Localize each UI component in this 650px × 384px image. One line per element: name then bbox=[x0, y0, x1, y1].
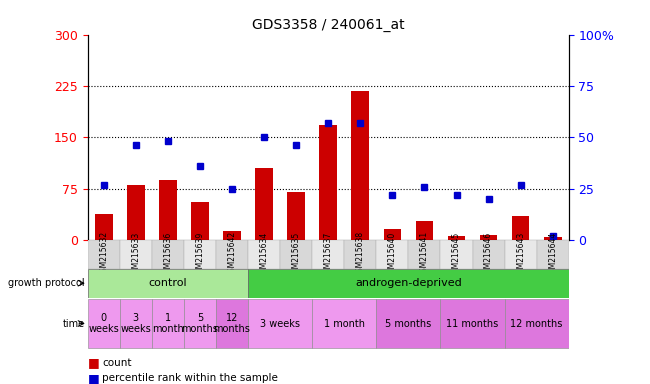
Bar bbox=[376, 299, 441, 348]
Bar bbox=[152, 299, 184, 348]
Text: GSM215640: GSM215640 bbox=[388, 231, 397, 278]
Text: control: control bbox=[149, 278, 187, 288]
Bar bbox=[376, 240, 408, 269]
Title: GDS3358 / 240061_at: GDS3358 / 240061_at bbox=[252, 18, 404, 32]
Bar bbox=[216, 240, 248, 269]
Bar bbox=[248, 269, 569, 298]
Bar bbox=[88, 240, 120, 269]
Text: GSM215635: GSM215635 bbox=[292, 231, 301, 278]
Bar bbox=[287, 192, 305, 240]
Bar bbox=[415, 221, 434, 240]
Bar bbox=[352, 91, 369, 240]
Bar bbox=[512, 216, 530, 240]
Bar bbox=[344, 240, 376, 269]
Bar bbox=[504, 299, 569, 348]
Text: 3
weeks: 3 weeks bbox=[120, 313, 151, 334]
Text: GSM215644: GSM215644 bbox=[548, 231, 557, 278]
Bar bbox=[448, 236, 465, 240]
Bar bbox=[319, 125, 337, 240]
Text: GSM215646: GSM215646 bbox=[484, 231, 493, 278]
Text: GSM215632: GSM215632 bbox=[99, 231, 109, 278]
Text: GSM215633: GSM215633 bbox=[131, 231, 140, 278]
Bar bbox=[312, 299, 376, 348]
Bar bbox=[120, 240, 152, 269]
Bar bbox=[441, 299, 504, 348]
Text: 12
months: 12 months bbox=[214, 313, 250, 334]
Bar bbox=[408, 240, 441, 269]
Text: GSM215634: GSM215634 bbox=[259, 231, 268, 278]
Text: GSM215645: GSM215645 bbox=[452, 231, 461, 278]
Bar bbox=[120, 299, 152, 348]
Bar bbox=[441, 240, 473, 269]
Text: growth protocol: growth protocol bbox=[8, 278, 84, 288]
Bar bbox=[504, 240, 537, 269]
Bar bbox=[255, 168, 273, 240]
Bar bbox=[248, 299, 312, 348]
Bar bbox=[280, 240, 312, 269]
Text: androgen-deprived: androgen-deprived bbox=[355, 278, 462, 288]
Bar bbox=[248, 240, 280, 269]
Bar bbox=[544, 237, 562, 240]
Bar bbox=[184, 299, 216, 348]
Text: GSM215636: GSM215636 bbox=[163, 231, 172, 278]
Text: 11 months: 11 months bbox=[447, 318, 499, 329]
Bar bbox=[216, 299, 248, 348]
Bar bbox=[473, 240, 504, 269]
Text: 5 months: 5 months bbox=[385, 318, 432, 329]
Text: count: count bbox=[102, 358, 131, 368]
Bar bbox=[159, 180, 177, 240]
Bar bbox=[152, 240, 184, 269]
Text: 0
weeks: 0 weeks bbox=[88, 313, 119, 334]
Bar bbox=[384, 229, 401, 240]
Text: 12 months: 12 months bbox=[510, 318, 563, 329]
Bar bbox=[312, 240, 344, 269]
Bar bbox=[88, 269, 248, 298]
Bar bbox=[127, 185, 145, 240]
Text: 1 month: 1 month bbox=[324, 318, 365, 329]
Text: ■: ■ bbox=[88, 372, 99, 384]
Text: GSM215641: GSM215641 bbox=[420, 231, 429, 278]
Text: GSM215638: GSM215638 bbox=[356, 231, 365, 278]
Text: time: time bbox=[62, 318, 84, 329]
Bar bbox=[191, 202, 209, 240]
Text: 5
months: 5 months bbox=[181, 313, 218, 334]
Bar bbox=[223, 231, 241, 240]
Text: GSM215637: GSM215637 bbox=[324, 231, 333, 278]
Bar bbox=[184, 240, 216, 269]
Text: GSM215642: GSM215642 bbox=[227, 231, 237, 278]
Text: 3 weeks: 3 weeks bbox=[260, 318, 300, 329]
Text: ■: ■ bbox=[88, 356, 99, 369]
Text: GSM215639: GSM215639 bbox=[196, 231, 205, 278]
Text: percentile rank within the sample: percentile rank within the sample bbox=[102, 373, 278, 383]
Text: GSM215643: GSM215643 bbox=[516, 231, 525, 278]
Bar bbox=[95, 214, 112, 240]
Bar bbox=[537, 240, 569, 269]
Text: 1
month: 1 month bbox=[152, 313, 184, 334]
Bar bbox=[88, 299, 120, 348]
Bar bbox=[480, 235, 497, 240]
